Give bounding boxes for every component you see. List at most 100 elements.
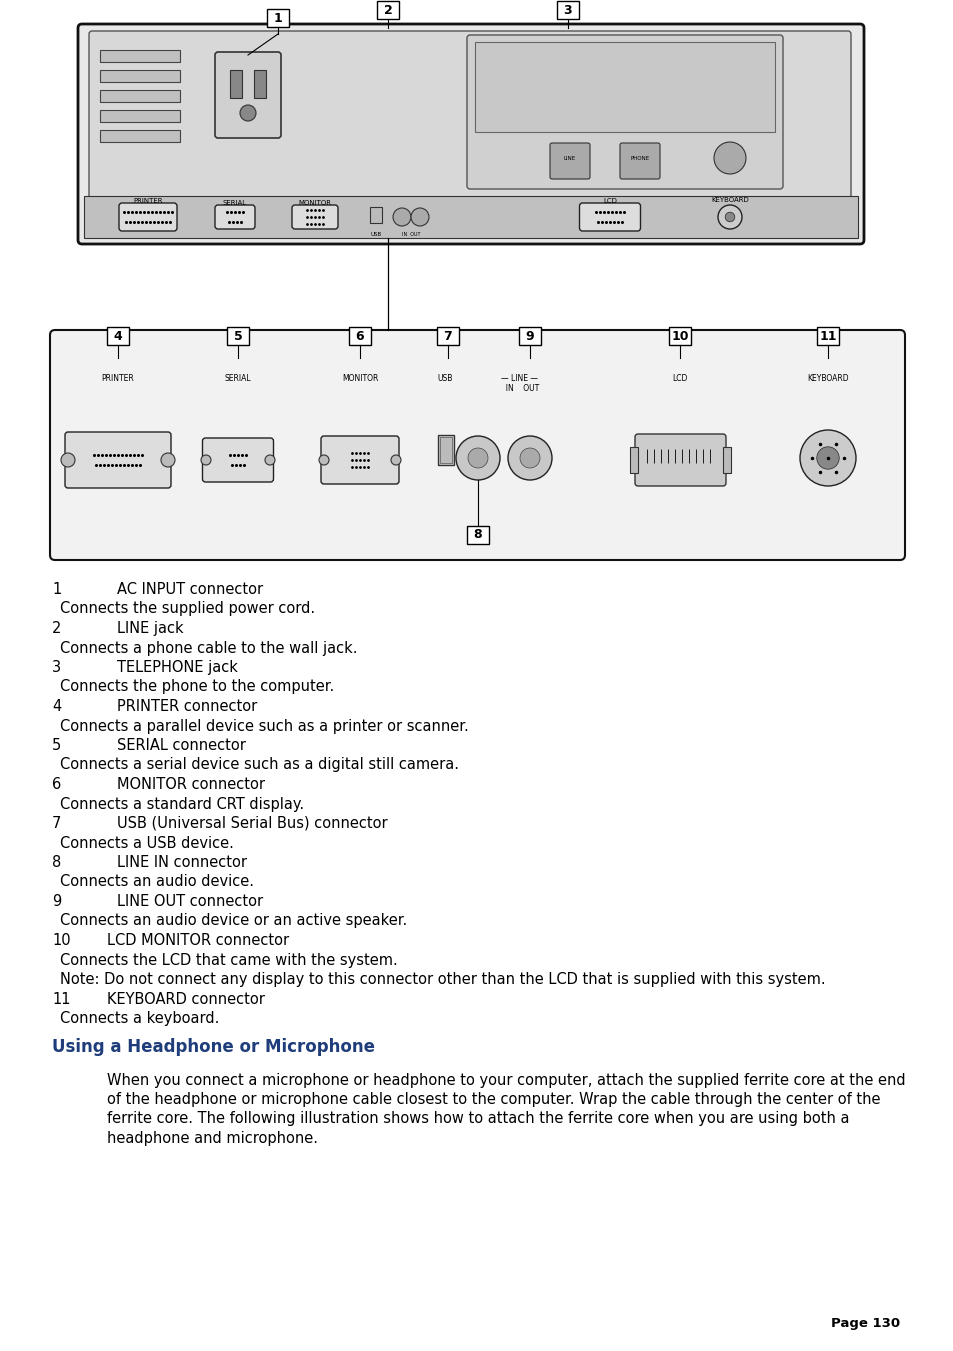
Text: 7: 7	[443, 330, 452, 343]
Text: Using a Headphone or Microphone: Using a Headphone or Microphone	[52, 1039, 375, 1056]
Text: LCD: LCD	[602, 199, 617, 204]
Text: 11: 11	[819, 330, 836, 343]
Text: TELEPHONE jack: TELEPHONE jack	[117, 661, 237, 676]
Text: 5: 5	[233, 330, 242, 343]
Text: 6: 6	[52, 777, 61, 792]
Text: PHONE: PHONE	[630, 155, 649, 161]
Text: of the headphone or microphone cable closest to the computer. Wrap the cable thr: of the headphone or microphone cable clo…	[107, 1092, 880, 1106]
Text: When you connect a microphone or headphone to your computer, attach the supplied: When you connect a microphone or headpho…	[107, 1073, 904, 1088]
Bar	[227, 327, 249, 345]
Text: 6: 6	[355, 330, 364, 343]
Bar	[629, 447, 638, 473]
FancyBboxPatch shape	[89, 31, 850, 199]
FancyBboxPatch shape	[78, 24, 863, 245]
Bar	[230, 70, 242, 99]
Text: 2: 2	[52, 621, 61, 636]
Text: Connects a keyboard.: Connects a keyboard.	[60, 1011, 219, 1025]
Bar	[349, 327, 371, 345]
Circle shape	[724, 212, 734, 222]
Text: Connects a serial device such as a digital still camera.: Connects a serial device such as a digit…	[60, 758, 458, 773]
Text: Connects the LCD that came with the system.: Connects the LCD that came with the syst…	[60, 952, 397, 967]
Text: Connects a parallel device such as a printer or scanner.: Connects a parallel device such as a pri…	[60, 719, 468, 734]
Bar	[100, 91, 180, 101]
Text: 1: 1	[274, 12, 282, 24]
Text: 7: 7	[52, 816, 61, 831]
Text: MONITOR: MONITOR	[298, 200, 331, 205]
Text: Connects the phone to the computer.: Connects the phone to the computer.	[60, 680, 334, 694]
Circle shape	[468, 449, 488, 467]
Text: LINE jack: LINE jack	[117, 621, 183, 636]
Bar	[267, 9, 289, 27]
Text: AC INPUT connector: AC INPUT connector	[117, 582, 263, 597]
Text: LINE: LINE	[563, 155, 576, 161]
Text: PRINTER connector: PRINTER connector	[117, 698, 257, 713]
Text: LCD: LCD	[672, 374, 687, 382]
Text: MONITOR connector: MONITOR connector	[117, 777, 265, 792]
FancyBboxPatch shape	[635, 434, 725, 486]
Text: PRINTER: PRINTER	[133, 199, 163, 204]
Text: 8: 8	[52, 855, 61, 870]
Text: 3: 3	[52, 661, 61, 676]
Text: Connects an audio device or an active speaker.: Connects an audio device or an active sp…	[60, 913, 407, 928]
Circle shape	[519, 449, 539, 467]
Text: LINE OUT connector: LINE OUT connector	[117, 894, 263, 909]
Text: 3: 3	[563, 4, 572, 16]
Bar	[100, 50, 180, 62]
Text: Connects the supplied power cord.: Connects the supplied power cord.	[60, 601, 314, 616]
Text: headphone and microphone.: headphone and microphone.	[107, 1131, 317, 1146]
Bar	[439, 436, 452, 463]
Text: 10: 10	[671, 330, 688, 343]
Circle shape	[507, 436, 552, 480]
Text: KEYBOARD: KEYBOARD	[710, 197, 748, 203]
Circle shape	[201, 455, 211, 465]
Text: LCD MONITOR connector: LCD MONITOR connector	[107, 934, 289, 948]
Circle shape	[265, 455, 274, 465]
Text: — LINE —
  IN    OUT: — LINE — IN OUT	[500, 374, 538, 393]
Text: USB: USB	[370, 232, 381, 236]
Text: ferrite core. The following illustration shows how to attach the ferrite core wh: ferrite core. The following illustration…	[107, 1112, 848, 1127]
Bar	[253, 70, 266, 99]
Bar	[722, 447, 730, 473]
Text: LINE IN connector: LINE IN connector	[117, 855, 247, 870]
Circle shape	[161, 453, 174, 467]
Text: IN  OUT: IN OUT	[401, 232, 420, 236]
FancyBboxPatch shape	[50, 330, 904, 561]
Bar	[84, 196, 857, 238]
Bar	[518, 327, 540, 345]
Circle shape	[318, 455, 329, 465]
Text: 9: 9	[52, 894, 61, 909]
Bar	[100, 130, 180, 142]
Text: 2: 2	[383, 4, 392, 16]
Text: 1: 1	[52, 582, 61, 597]
Text: KEYBOARD connector: KEYBOARD connector	[107, 992, 265, 1006]
FancyBboxPatch shape	[467, 35, 782, 189]
Text: 11: 11	[52, 992, 71, 1006]
Text: 4: 4	[113, 330, 122, 343]
Text: KEYBOARD: KEYBOARD	[806, 374, 848, 382]
Text: 9: 9	[525, 330, 534, 343]
Bar	[475, 42, 774, 132]
FancyBboxPatch shape	[214, 205, 254, 230]
Bar	[100, 109, 180, 122]
FancyBboxPatch shape	[202, 438, 274, 482]
FancyBboxPatch shape	[550, 143, 589, 178]
Text: 4: 4	[52, 698, 61, 713]
Bar	[107, 327, 129, 345]
FancyBboxPatch shape	[119, 203, 177, 231]
FancyBboxPatch shape	[292, 205, 337, 230]
Circle shape	[61, 453, 75, 467]
Bar	[376, 1, 398, 19]
Text: SERIAL: SERIAL	[223, 200, 247, 205]
Text: USB: USB	[436, 374, 453, 382]
Circle shape	[391, 455, 400, 465]
Circle shape	[816, 447, 839, 469]
FancyBboxPatch shape	[214, 51, 281, 138]
Text: Connects a phone cable to the wall jack.: Connects a phone cable to the wall jack.	[60, 640, 357, 655]
Circle shape	[393, 208, 411, 226]
Circle shape	[800, 430, 855, 486]
Bar	[100, 70, 180, 82]
Text: SERIAL: SERIAL	[225, 374, 251, 382]
Bar	[816, 327, 838, 345]
Text: Note: Do not connect any display to this connector other than the LCD that is su: Note: Do not connect any display to this…	[60, 971, 824, 988]
Text: 5: 5	[52, 738, 61, 753]
